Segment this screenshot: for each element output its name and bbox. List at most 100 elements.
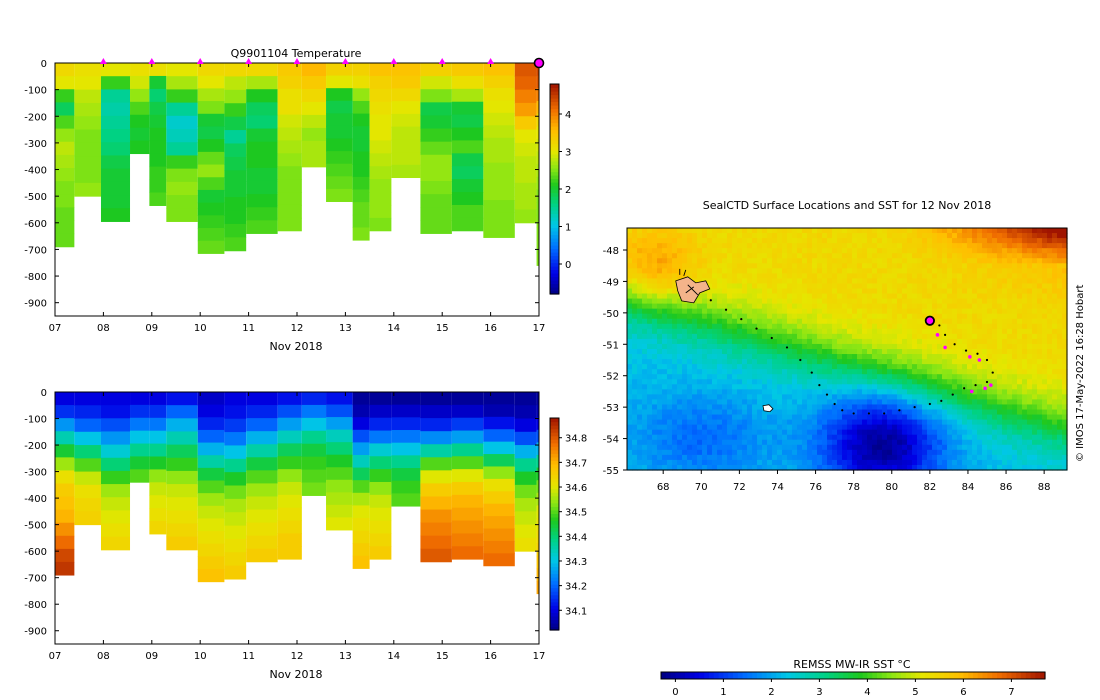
sst-cell <box>872 454 878 461</box>
sst-cell <box>852 263 858 269</box>
sst-cell <box>662 454 668 461</box>
section-cell <box>277 404 302 419</box>
sst-cell <box>722 429 728 436</box>
sst-cell <box>837 308 843 315</box>
section-cell <box>536 100 539 115</box>
sst-cell <box>802 283 808 290</box>
sst-cell <box>1002 439 1008 446</box>
colorbar-swatch <box>550 105 559 110</box>
sst-cell <box>772 429 778 436</box>
sst-cell <box>782 354 788 360</box>
sst-cell <box>962 384 968 390</box>
sst-cell <box>1062 369 1068 375</box>
sst-cell <box>1037 379 1043 385</box>
sst-cell <box>857 374 863 380</box>
sst-cell <box>747 263 753 269</box>
section-cell <box>483 112 515 126</box>
sst-cell <box>942 308 948 315</box>
sst-cell <box>1037 243 1043 249</box>
sst-cell <box>732 248 738 254</box>
x-tick-label: 14 <box>387 323 400 334</box>
sst-cell <box>1037 364 1043 370</box>
section-cell <box>55 154 75 169</box>
sst-cell <box>777 228 783 234</box>
sst-cell <box>787 333 793 340</box>
sst-cell <box>722 389 728 395</box>
colorbar-swatch <box>550 147 559 152</box>
sst-cell <box>767 444 773 451</box>
sst-cell <box>662 364 668 370</box>
sst-cell <box>1057 243 1063 249</box>
sst-cell <box>1062 459 1068 466</box>
sst-cell <box>902 318 908 325</box>
section-cell <box>451 114 484 129</box>
section-cell <box>514 498 537 512</box>
sst-cell <box>1027 293 1033 300</box>
sst-cell <box>842 384 848 390</box>
sst-cell <box>772 243 778 249</box>
section-cell <box>100 115 131 130</box>
sst-cell <box>1022 409 1028 416</box>
sst-cell <box>817 369 823 375</box>
sst-cell <box>1057 404 1063 411</box>
sst-cell <box>662 253 668 259</box>
sst-cell <box>907 313 913 320</box>
sst-cell <box>737 333 743 340</box>
sst-cell <box>932 434 938 441</box>
sst-cell <box>947 354 953 360</box>
sst-cell <box>927 293 933 300</box>
sst-cell <box>907 343 913 350</box>
sst-cell <box>947 253 953 259</box>
sst-cell <box>747 399 753 406</box>
sst-cell <box>1012 389 1018 395</box>
sst-cell <box>957 429 963 436</box>
sst-cell <box>972 399 978 406</box>
sst-cell <box>882 374 888 380</box>
sst-cell <box>952 354 958 360</box>
sst-cell <box>962 253 968 259</box>
sst-cell <box>947 233 953 239</box>
section-cell <box>224 472 247 487</box>
sst-cell <box>697 384 703 390</box>
sst-cell <box>922 429 928 436</box>
sst-cell <box>807 338 813 345</box>
sst-cell <box>982 349 988 355</box>
sst-cell <box>1042 374 1048 380</box>
sst-cell <box>1027 374 1033 380</box>
sst-cell <box>872 228 878 234</box>
sst-cell <box>1057 338 1063 345</box>
sst-cell <box>777 439 783 446</box>
colorbar-swatch <box>550 569 559 575</box>
sst-cell <box>862 464 868 471</box>
sst-cell <box>777 364 783 370</box>
sst-cell <box>672 333 678 340</box>
sst-cell <box>902 293 908 300</box>
sst-cell <box>997 303 1003 310</box>
sst-cell <box>997 233 1003 239</box>
sst-cell <box>887 384 893 390</box>
sst-cell <box>827 359 833 365</box>
sst-cell <box>932 404 938 411</box>
sst-cell <box>1022 399 1028 406</box>
section-cell <box>369 192 392 206</box>
sst-cell <box>732 404 738 411</box>
sst-cell <box>1022 308 1028 315</box>
sst-cell <box>682 459 688 466</box>
sst-cell <box>952 464 958 471</box>
section-cell <box>451 417 484 432</box>
section-cell <box>197 531 225 545</box>
section-cell <box>55 444 75 458</box>
sst-cell <box>862 268 868 274</box>
sst-cell <box>757 399 763 406</box>
sst-cell <box>937 454 943 461</box>
sst-cell <box>737 268 743 274</box>
sst-cell <box>977 369 983 375</box>
sst-cell <box>772 263 778 269</box>
sst-cell <box>967 429 973 436</box>
sst-cell <box>857 303 863 310</box>
sst-cell <box>882 394 888 401</box>
sst-cell <box>727 389 733 395</box>
sst-cell <box>877 409 883 416</box>
sst-cell <box>932 359 938 365</box>
sst-cell <box>712 364 718 370</box>
